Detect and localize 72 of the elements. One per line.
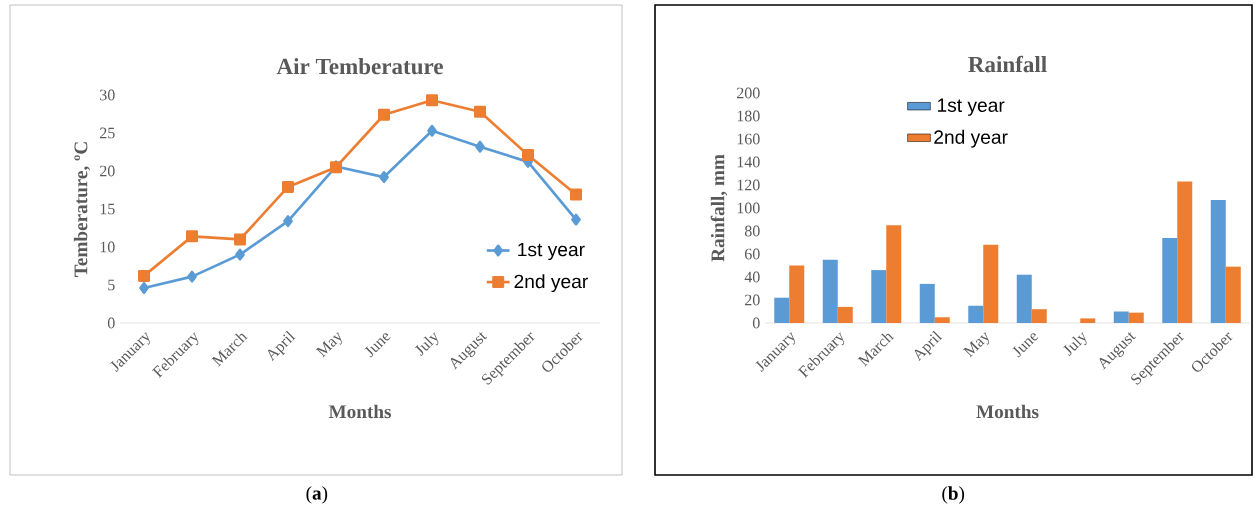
chart-title: Rainfall	[968, 55, 1047, 73]
y-tick-label: 80	[744, 225, 760, 237]
y-tick-label: 40	[744, 271, 760, 283]
x-tick-label: July	[414, 332, 439, 357]
y-tick-label: 0	[107, 317, 115, 329]
point	[522, 149, 535, 162]
bar	[1225, 266, 1241, 323]
point	[283, 215, 293, 228]
bar	[1113, 311, 1129, 323]
x-axis-title: Months	[328, 404, 392, 419]
x-tick-label: July	[1063, 332, 1087, 357]
y-axis-title: Temberature, ºC	[73, 142, 91, 277]
y-tick-label: 180	[737, 110, 760, 122]
y-tick-label: 20	[745, 294, 760, 306]
y-tick-label: 25	[100, 127, 115, 139]
bar	[886, 225, 902, 323]
y-tick-label: 140	[737, 156, 760, 168]
x-tick-label: May	[962, 331, 990, 358]
y-axis-title: Rainfall, mm	[710, 154, 728, 262]
point	[235, 248, 245, 261]
point	[378, 108, 391, 121]
bar	[919, 283, 935, 323]
bar	[789, 265, 805, 323]
y-tick-label: 120	[737, 179, 760, 191]
point	[234, 233, 247, 246]
legend-label: 2nd year	[934, 129, 1008, 148]
y-tick-label: 160	[737, 133, 760, 145]
bar	[1162, 237, 1178, 323]
point	[139, 282, 149, 295]
y-tick-label: 10	[100, 241, 115, 253]
point	[474, 105, 487, 118]
y-tick-label: 30	[100, 89, 115, 101]
bar	[1016, 274, 1032, 323]
point	[187, 270, 197, 283]
x-tick-label: May	[315, 331, 342, 358]
bar	[774, 297, 790, 323]
point	[379, 171, 389, 184]
x-axis-title: Months	[976, 404, 1039, 419]
y-tick-label: 0	[752, 317, 760, 329]
bar	[822, 259, 838, 323]
y-tick-label: 60	[744, 248, 760, 260]
point	[427, 124, 437, 137]
bar	[871, 270, 887, 323]
point	[282, 180, 295, 193]
legend-label: 1st year	[937, 98, 1005, 116]
bar	[934, 317, 950, 323]
point	[571, 213, 581, 226]
bar	[983, 244, 999, 323]
y-tick-label: 100	[737, 202, 760, 214]
text: (b)	[942, 486, 965, 504]
point	[138, 269, 151, 282]
chart-title: Air Temberature	[276, 58, 443, 75]
bar	[1210, 199, 1226, 323]
x-tick-label: June	[1012, 333, 1039, 358]
point	[475, 140, 485, 153]
point	[426, 94, 439, 107]
point	[186, 230, 199, 243]
x-tick-label: June	[364, 333, 391, 358]
y-tick-label: 200	[737, 87, 760, 99]
point	[570, 188, 583, 201]
legend-label: 2nd year	[514, 274, 588, 293]
bar	[968, 305, 984, 323]
y-tick-label: 20	[100, 165, 115, 177]
bar	[1031, 309, 1047, 323]
bar	[1080, 318, 1096, 323]
bar	[1177, 181, 1193, 323]
y-tick-label: 5	[108, 279, 115, 291]
legend-label: 1st year	[518, 242, 585, 261]
y-tick-label: 15	[100, 203, 115, 215]
text: (a)	[306, 486, 328, 504]
bar	[1128, 312, 1144, 323]
bar	[837, 306, 853, 323]
